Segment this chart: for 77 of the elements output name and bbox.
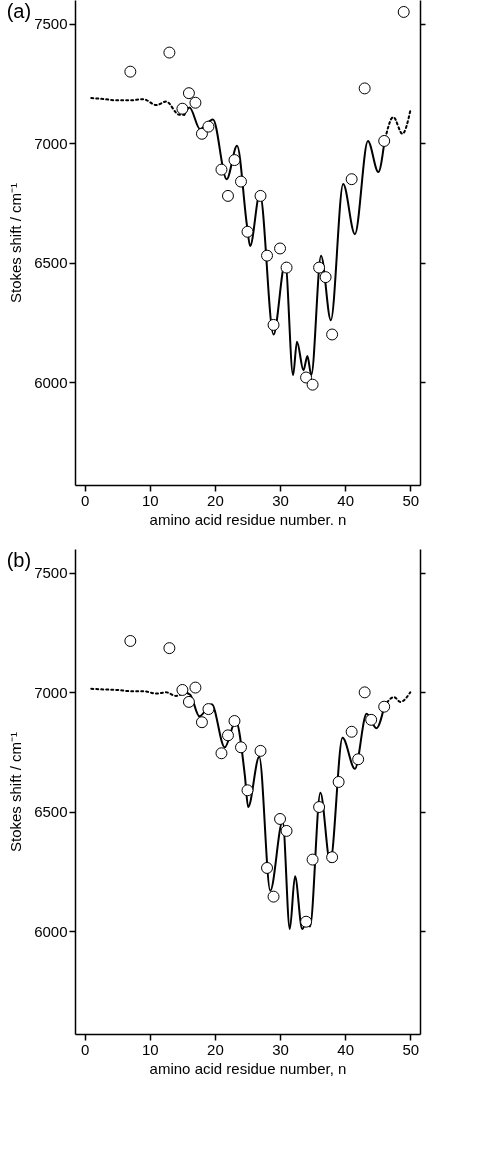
- point: [280, 824, 293, 837]
- x-tick-label: 10: [142, 1040, 159, 1058]
- point: [221, 189, 234, 202]
- point: [202, 703, 215, 716]
- point: [274, 813, 287, 825]
- point: [176, 102, 189, 115]
- point: [235, 741, 247, 754]
- x-tick-label: 40: [337, 491, 354, 509]
- x-tick-label: 20: [207, 491, 224, 509]
- point: [313, 801, 326, 813]
- y-tick-label: 7000: [34, 683, 68, 701]
- y-tick-label: 7000: [34, 134, 68, 152]
- point: [163, 642, 176, 655]
- point: [319, 271, 332, 284]
- point: [352, 753, 365, 766]
- point: [195, 716, 208, 729]
- point: [182, 695, 195, 708]
- point: [182, 87, 195, 100]
- y-tick-label: 6500: [34, 803, 68, 821]
- chart-title: (b): [6, 549, 32, 571]
- y-axis-title: Stokes shift / cm⁻¹: [7, 182, 25, 304]
- chart-title: (a): [6, 0, 32, 22]
- point: [189, 681, 202, 694]
- x-axis-title: amino acid residue number. n: [149, 510, 347, 528]
- point: [176, 683, 189, 696]
- point: [202, 120, 215, 133]
- point: [274, 242, 287, 255]
- point: [326, 851, 339, 864]
- x-tick-label: 30: [272, 491, 289, 509]
- y-tick-label: 7500: [34, 15, 68, 33]
- point: [124, 635, 137, 647]
- point: [254, 744, 267, 757]
- point: [261, 249, 274, 262]
- point: [300, 915, 313, 928]
- point: [228, 715, 241, 727]
- point: [358, 686, 371, 699]
- x-tick-label: 30: [272, 1040, 289, 1058]
- x-tick-label: 10: [142, 491, 159, 509]
- y-tick-label: 6500: [34, 254, 68, 272]
- point: [378, 134, 391, 147]
- point: [267, 318, 280, 331]
- point: [332, 775, 345, 788]
- point: [313, 261, 326, 274]
- point: [378, 700, 391, 713]
- point: [241, 225, 254, 238]
- y-tick-label: 6000: [34, 922, 68, 940]
- point: [228, 154, 241, 167]
- x-tick-label: 20: [207, 1040, 224, 1058]
- point: [358, 82, 371, 95]
- x-axis-title: amino acid residue number, n: [149, 1059, 347, 1077]
- x-tick-label: 0: [81, 1040, 90, 1058]
- point: [345, 725, 358, 738]
- y-axis-title: Stokes shift / cm⁻¹: [7, 731, 25, 853]
- y-tick-label: 6000: [34, 373, 68, 391]
- x-tick-label: 40: [337, 1040, 354, 1058]
- x-tick-label: 50: [402, 1040, 420, 1058]
- point: [306, 378, 319, 391]
- point: [397, 5, 410, 18]
- x-tick-label: 50: [402, 491, 420, 509]
- point: [235, 175, 247, 188]
- x-tick-label: 0: [81, 491, 90, 509]
- point: [241, 784, 254, 797]
- point: [267, 890, 280, 903]
- point: [124, 65, 137, 78]
- point: [306, 853, 319, 866]
- point: [261, 861, 274, 874]
- point: [365, 713, 378, 726]
- point: [163, 46, 176, 59]
- point: [221, 729, 234, 742]
- point: [254, 189, 267, 202]
- point: [215, 163, 228, 176]
- point: [189, 96, 202, 109]
- point: [345, 173, 358, 186]
- point: [326, 328, 339, 341]
- point: [280, 261, 293, 274]
- y-tick-label: 7500: [34, 564, 68, 582]
- point: [215, 747, 228, 760]
